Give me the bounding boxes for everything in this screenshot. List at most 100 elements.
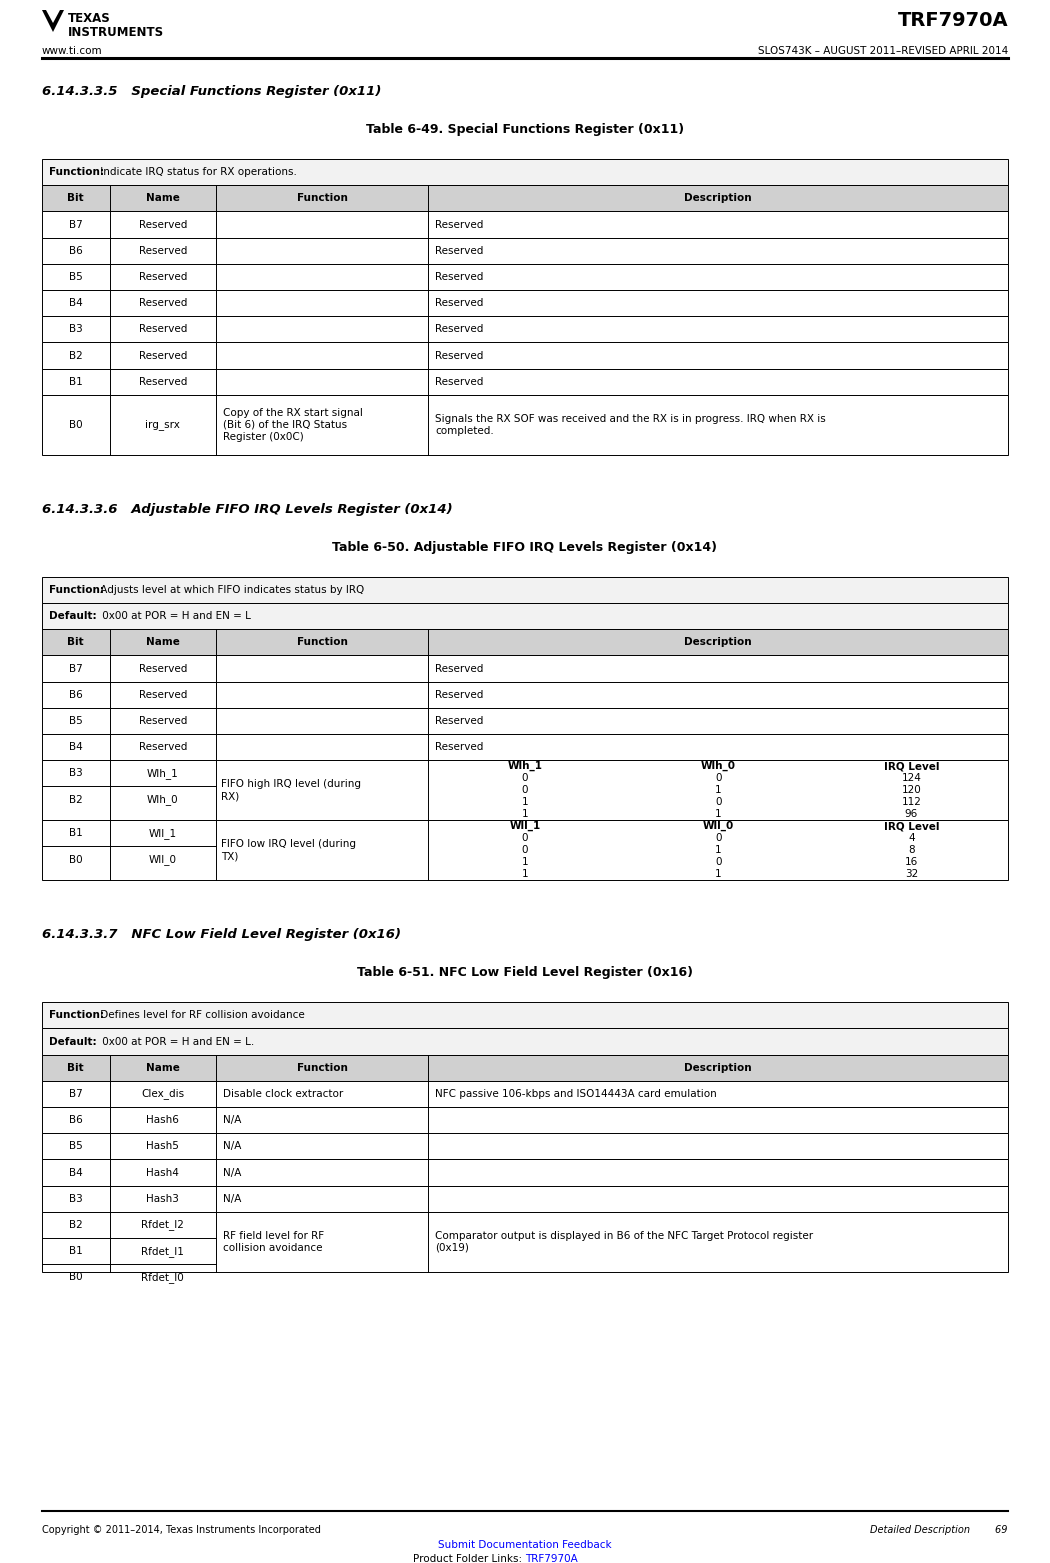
Bar bbox=[42, 369, 1008, 395]
Text: Wll_1: Wll_1 bbox=[149, 828, 176, 839]
Text: Bit: Bit bbox=[67, 194, 84, 203]
Text: Hash4: Hash4 bbox=[146, 1168, 180, 1177]
Text: 1: 1 bbox=[522, 869, 528, 880]
Text: B0: B0 bbox=[69, 420, 83, 430]
Text: Function:: Function: bbox=[49, 1010, 104, 1021]
Text: Description: Description bbox=[685, 1063, 752, 1072]
Text: Wll_1: Wll_1 bbox=[509, 821, 541, 832]
Bar bbox=[42, 821, 1008, 880]
Bar bbox=[42, 735, 1008, 760]
Text: TRF7970A: TRF7970A bbox=[525, 1554, 578, 1563]
Text: Defines level for RF collision avoidance: Defines level for RF collision avoidance bbox=[97, 1010, 304, 1021]
Text: Disable clock extractor: Disable clock extractor bbox=[223, 1089, 343, 1099]
Text: B2: B2 bbox=[69, 794, 83, 805]
Text: Wll_0: Wll_0 bbox=[149, 853, 176, 864]
Text: 96: 96 bbox=[905, 810, 918, 819]
Bar bbox=[42, 264, 1008, 291]
Text: TRF7970A: TRF7970A bbox=[898, 11, 1008, 30]
Text: Table 6-50. Adjustable FIFO IRQ Levels Register (0x14): Table 6-50. Adjustable FIFO IRQ Levels R… bbox=[333, 541, 717, 553]
Bar bbox=[42, 1055, 1008, 1080]
Text: 1: 1 bbox=[522, 797, 528, 807]
Text: 0: 0 bbox=[522, 846, 528, 855]
Bar bbox=[42, 603, 1008, 630]
Text: B4: B4 bbox=[69, 742, 83, 752]
Text: Reserved: Reserved bbox=[436, 689, 484, 700]
Text: Name: Name bbox=[146, 1063, 180, 1072]
Text: B6: B6 bbox=[69, 245, 83, 256]
Text: Wlh_0: Wlh_0 bbox=[700, 761, 736, 771]
Bar bbox=[42, 184, 1008, 211]
Text: 6.14.3.3.7   NFC Low Field Level Register (0x16): 6.14.3.3.7 NFC Low Field Level Register … bbox=[42, 928, 401, 941]
Text: Reserved: Reserved bbox=[139, 716, 187, 725]
Text: Adjusts level at which FIFO indicates status by IRQ: Adjusts level at which FIFO indicates st… bbox=[97, 585, 364, 596]
Text: Hash6: Hash6 bbox=[146, 1114, 180, 1125]
Text: 4: 4 bbox=[908, 833, 915, 842]
Text: Reserved: Reserved bbox=[139, 219, 187, 230]
Text: Clex_dis: Clex_dis bbox=[141, 1088, 185, 1099]
Bar bbox=[42, 708, 1008, 735]
Text: Hash5: Hash5 bbox=[146, 1141, 180, 1152]
Text: B3: B3 bbox=[69, 769, 83, 778]
Text: 1: 1 bbox=[715, 785, 721, 796]
Text: Indicate IRQ status for RX operations.: Indicate IRQ status for RX operations. bbox=[97, 167, 297, 177]
Text: Reserved: Reserved bbox=[436, 664, 484, 674]
Text: Reserved: Reserved bbox=[139, 299, 187, 308]
Text: Wlh_0: Wlh_0 bbox=[147, 794, 178, 805]
Text: N/A: N/A bbox=[223, 1168, 242, 1177]
Text: Function: Function bbox=[297, 638, 348, 647]
Text: 1: 1 bbox=[715, 810, 721, 819]
Bar bbox=[42, 1211, 1008, 1272]
Bar bbox=[42, 316, 1008, 342]
Text: Reserved: Reserved bbox=[139, 742, 187, 752]
Text: 16: 16 bbox=[905, 857, 918, 867]
Text: Reserved: Reserved bbox=[436, 716, 484, 725]
Text: Reserved: Reserved bbox=[139, 377, 187, 386]
Text: Reserved: Reserved bbox=[436, 742, 484, 752]
Bar bbox=[42, 760, 1008, 821]
Text: Name: Name bbox=[146, 194, 180, 203]
Text: Rfdet_I0: Rfdet_I0 bbox=[142, 1272, 184, 1283]
Text: B6: B6 bbox=[69, 689, 83, 700]
Text: Table 6-51. NFC Low Field Level Register (0x16): Table 6-51. NFC Low Field Level Register… bbox=[357, 966, 693, 978]
Text: Copyright © 2011–2014, Texas Instruments Incorporated: Copyright © 2011–2014, Texas Instruments… bbox=[42, 1525, 321, 1535]
Text: 8: 8 bbox=[908, 846, 915, 855]
Text: B5: B5 bbox=[69, 272, 83, 281]
Text: Reserved: Reserved bbox=[139, 689, 187, 700]
Text: NFC passive 106-kbps and ISO14443A card emulation: NFC passive 106-kbps and ISO14443A card … bbox=[436, 1089, 717, 1099]
Bar bbox=[42, 1133, 1008, 1160]
Text: 0: 0 bbox=[522, 833, 528, 842]
Text: SLOS743K – AUGUST 2011–REVISED APRIL 2014: SLOS743K – AUGUST 2011–REVISED APRIL 201… bbox=[758, 45, 1008, 56]
Text: irg_srx: irg_srx bbox=[145, 419, 181, 430]
Bar bbox=[42, 1160, 1008, 1186]
Text: Copy of the RX start signal
(Bit 6) of the IRQ Status
Register (0x0C): Copy of the RX start signal (Bit 6) of t… bbox=[223, 408, 362, 442]
Text: 0: 0 bbox=[715, 857, 721, 867]
Text: B2: B2 bbox=[69, 350, 83, 361]
Text: Reserved: Reserved bbox=[139, 324, 187, 334]
Bar bbox=[42, 1186, 1008, 1211]
Text: B1: B1 bbox=[69, 377, 83, 386]
Polygon shape bbox=[42, 9, 64, 31]
Text: B2: B2 bbox=[69, 1219, 83, 1230]
Polygon shape bbox=[46, 9, 60, 23]
Text: Rfdet_I2: Rfdet_I2 bbox=[142, 1219, 184, 1230]
Text: 0: 0 bbox=[715, 774, 721, 783]
Bar bbox=[42, 211, 1008, 238]
Text: 32: 32 bbox=[905, 869, 918, 880]
Text: Wlh_1: Wlh_1 bbox=[507, 761, 543, 771]
Bar bbox=[42, 238, 1008, 264]
Text: 1: 1 bbox=[715, 846, 721, 855]
Text: FIFO high IRQ level (during
RX): FIFO high IRQ level (during RX) bbox=[220, 780, 361, 802]
Text: Detailed Description        69: Detailed Description 69 bbox=[870, 1525, 1008, 1535]
Text: N/A: N/A bbox=[223, 1141, 242, 1152]
Bar bbox=[42, 395, 1008, 455]
Text: 1: 1 bbox=[715, 869, 721, 880]
Text: 0x00 at POR = H and EN = L.: 0x00 at POR = H and EN = L. bbox=[99, 1036, 254, 1047]
Text: Hash3: Hash3 bbox=[146, 1194, 180, 1204]
Text: B1: B1 bbox=[69, 1246, 83, 1257]
Text: B4: B4 bbox=[69, 1168, 83, 1177]
Text: Submit Documentation Feedback: Submit Documentation Feedback bbox=[438, 1540, 612, 1550]
Bar bbox=[42, 630, 1008, 655]
Text: TEXAS
INSTRUMENTS: TEXAS INSTRUMENTS bbox=[68, 13, 164, 39]
Bar bbox=[42, 1002, 1008, 1028]
Text: Reserved: Reserved bbox=[436, 350, 484, 361]
